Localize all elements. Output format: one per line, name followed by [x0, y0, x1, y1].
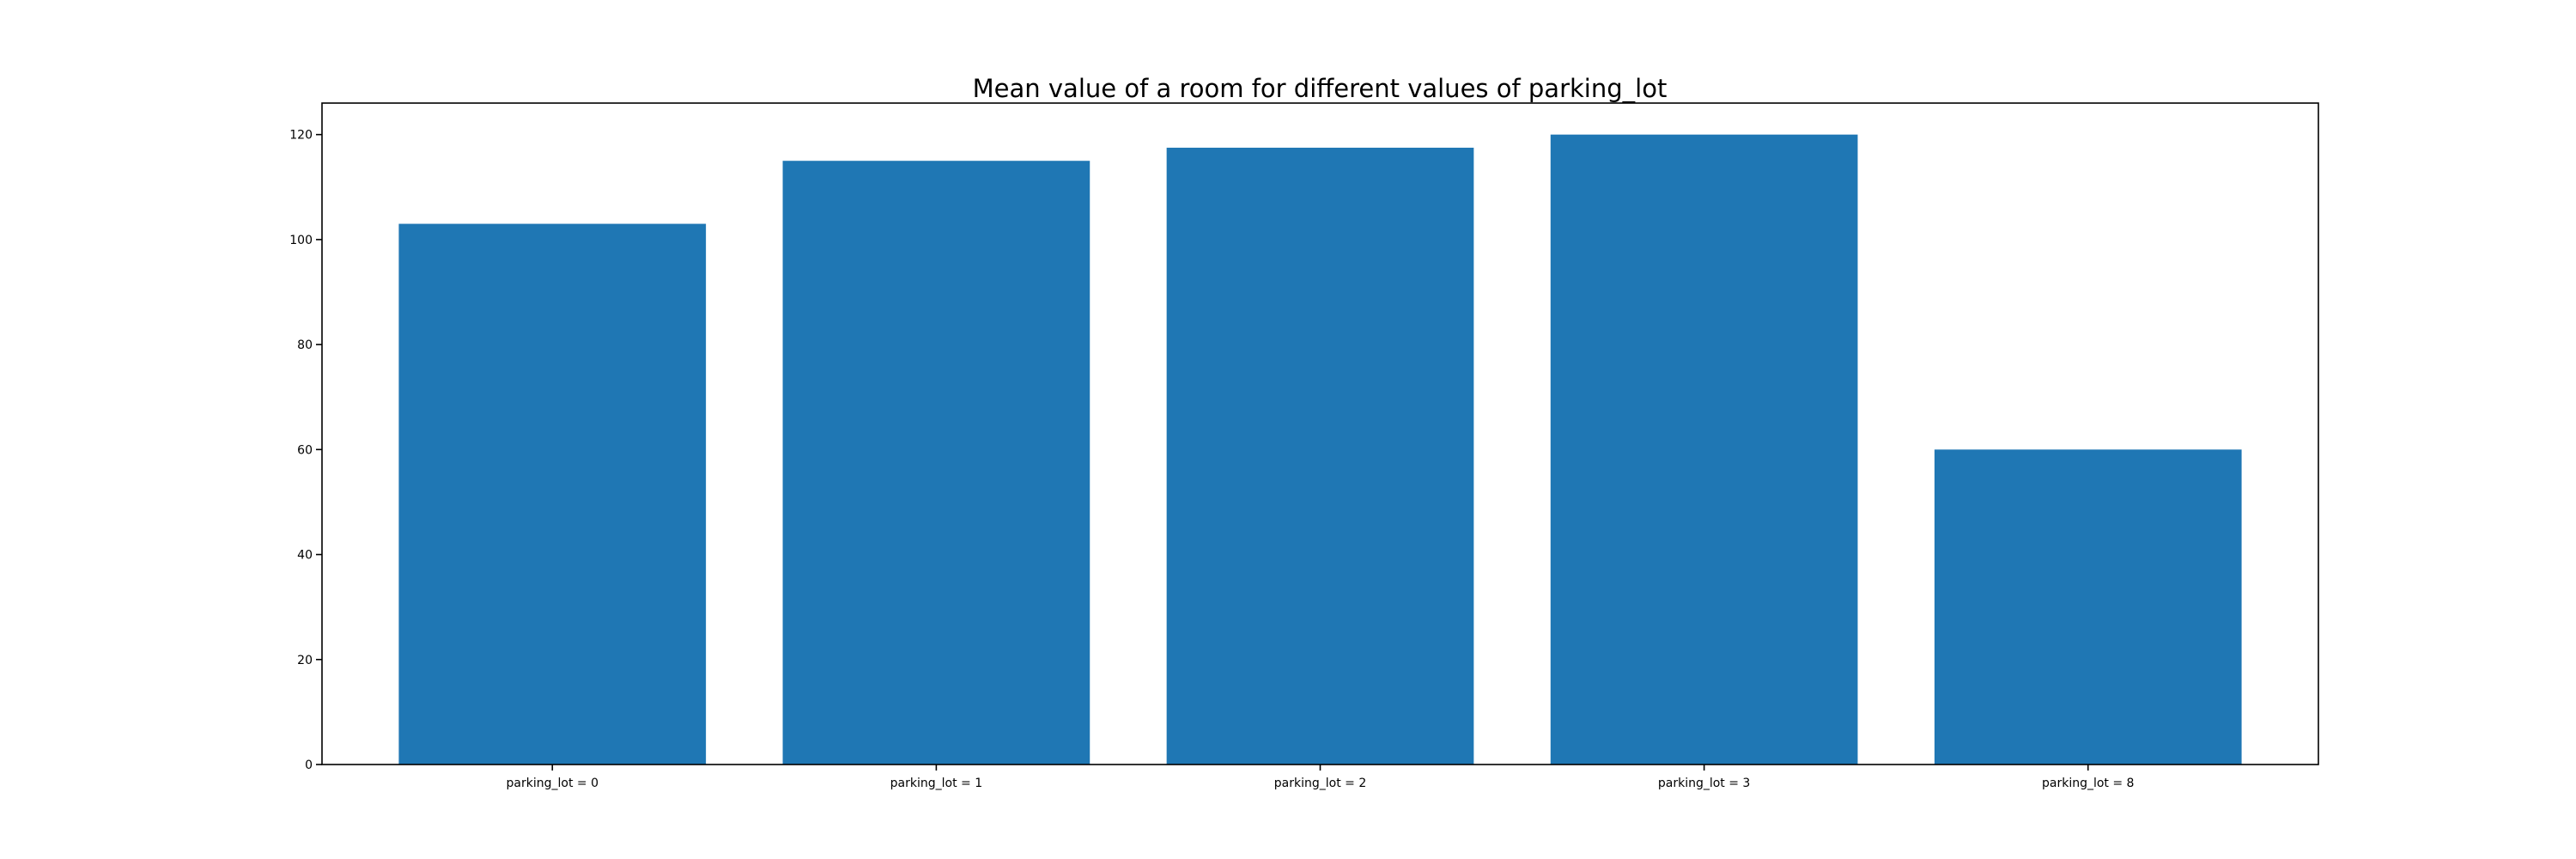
x-tick-label: parking_lot = 3 — [1658, 777, 1750, 790]
y-tick-label: 40 — [297, 549, 313, 563]
y-axis: 0 20 40 60 80 100 120 — [289, 129, 322, 772]
y-tick-label: 120 — [289, 129, 313, 143]
axes-frame — [321, 102, 2319, 765]
x-tick-label: parking_lot = 8 — [2042, 777, 2134, 790]
bar-3 — [1550, 134, 1858, 765]
bars-layer — [398, 134, 2242, 765]
y-tick-label: 80 — [297, 338, 313, 352]
x-tick-label: parking_lot = 2 — [1274, 777, 1366, 790]
x-tick-label: parking_lot = 0 — [507, 777, 598, 790]
y-tick-label: 60 — [297, 443, 313, 457]
bar-0 — [398, 223, 707, 765]
y-tick-label: 100 — [289, 234, 313, 247]
y-tick-label: 0 — [305, 758, 313, 772]
bar-2 — [1166, 147, 1474, 765]
y-tick-label: 20 — [297, 654, 313, 667]
chart-title: Mean value of a room for different value… — [973, 74, 1668, 103]
x-axis: parking_lot = 0 parking_lot = 1 parking_lo… — [507, 765, 2134, 790]
x-tick-label: parking_lot = 1 — [890, 777, 982, 790]
bar-1 — [782, 161, 1091, 765]
bar-4 — [1934, 449, 2242, 765]
